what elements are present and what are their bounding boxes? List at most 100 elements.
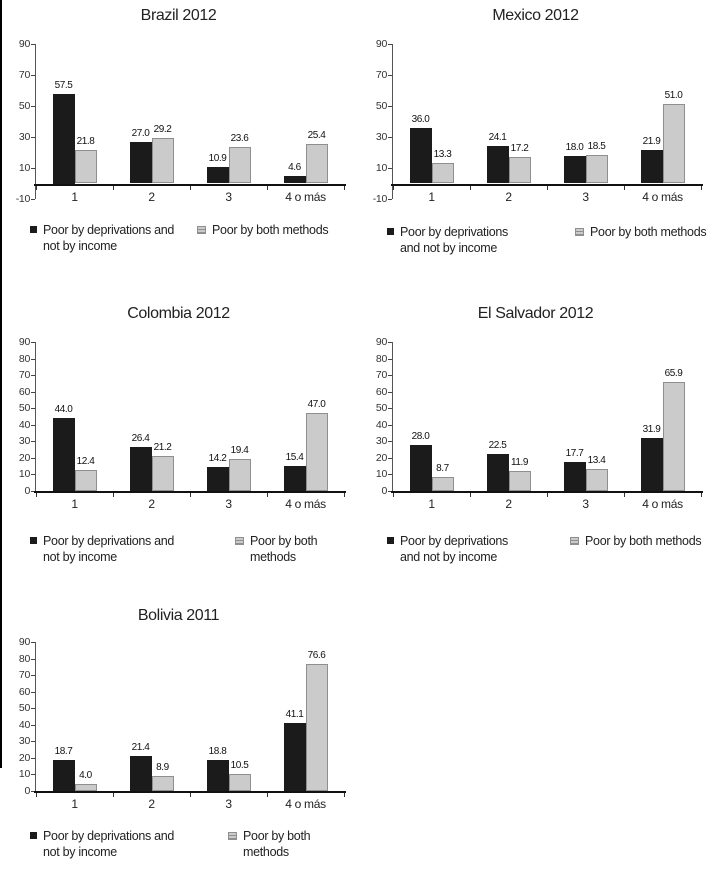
- bar-series1: [206, 467, 229, 491]
- bar-value-label: 21.9: [642, 135, 661, 147]
- bar-series1: [640, 438, 663, 491]
- y-axis-tick: [388, 358, 392, 360]
- x-axis-tick: [36, 493, 37, 497]
- bar-value-label: 17.2: [510, 142, 529, 154]
- y-axis-tick: [388, 342, 392, 343]
- x-axis-tick: [344, 793, 345, 797]
- x-axis-tick: [624, 185, 625, 190]
- x-category-label: 4 o más: [285, 189, 326, 204]
- legend-label-line: Poor by deprivations and: [43, 534, 175, 548]
- legend-label-line: Poor by deprivations: [400, 225, 508, 239]
- legend-marker-series2-icon: [235, 537, 244, 545]
- bar-series1: [283, 176, 306, 184]
- bar-series1: [206, 166, 229, 184]
- x-axis-line: [34, 791, 346, 793]
- y-axis-label: 60: [375, 385, 387, 398]
- x-category-label: 2: [148, 189, 155, 204]
- bar-value-label: 8.9: [156, 762, 169, 774]
- y-axis-tick: [388, 474, 392, 476]
- y-axis-line: [392, 44, 393, 199]
- y-axis-tick: [31, 391, 35, 393]
- bar-series1: [409, 127, 432, 184]
- bar-series1: [283, 465, 306, 491]
- chart-title: Colombia 2012: [127, 305, 230, 322]
- y-axis-tick: [31, 724, 35, 726]
- y-axis-label: 20: [18, 451, 30, 464]
- y-axis-tick: [31, 658, 35, 660]
- y-axis-line: [35, 342, 36, 491]
- y-axis-tick: [31, 168, 35, 169]
- bar-series2: [305, 664, 328, 791]
- y-axis-label: 50: [375, 100, 387, 112]
- y-axis-tick: [31, 137, 35, 138]
- y-axis-tick: [388, 408, 392, 410]
- x-axis-tick: [113, 185, 114, 190]
- x-category-label: 3: [225, 797, 232, 811]
- legend-item-series2: Poor by both methods: [228, 828, 357, 860]
- bar-value-label: 13.4: [587, 454, 606, 466]
- x-axis-tick: [470, 493, 471, 497]
- y-axis-line: [392, 342, 393, 491]
- y-axis-tick: [388, 441, 392, 443]
- y-axis-tick: [31, 106, 35, 107]
- legend-label-line: not by income: [43, 550, 117, 564]
- bar-series2: [585, 154, 608, 184]
- bar-series2: [305, 413, 328, 491]
- bar-value-label: 18.0: [565, 141, 584, 153]
- bar-series1: [409, 444, 432, 491]
- y-axis-label: 40: [18, 418, 30, 431]
- bar-series1: [563, 461, 586, 491]
- y-axis-tick: [31, 491, 35, 492]
- x-category-label: 3: [582, 189, 589, 204]
- bar-value-label: 4.0: [79, 770, 92, 782]
- legend-marker-series1-icon: [387, 537, 394, 544]
- bar-value-label: 10.9: [208, 152, 227, 164]
- y-axis-tick: [388, 75, 392, 76]
- legend-label-series2: Poor by both methods: [212, 223, 329, 237]
- legend-label-line: Poor by deprivations and: [43, 829, 175, 843]
- y-axis-label: 10: [18, 768, 30, 781]
- bar-series2: [508, 156, 531, 184]
- y-axis-tick: [31, 675, 35, 677]
- bar-value-label: 24.1: [488, 132, 507, 144]
- x-axis-tick: [624, 493, 625, 497]
- chart-title: Mexico 2012: [492, 7, 579, 24]
- bar-value-label: 15.4: [285, 451, 304, 463]
- bar-value-label: 12.4: [76, 456, 95, 468]
- bar-value-label: 18.8: [208, 745, 227, 757]
- y-axis-label: 70: [18, 669, 30, 682]
- bar-value-label: 25.4: [307, 130, 326, 142]
- legend-label-series1: Poor by deprivations and not by income: [43, 222, 174, 254]
- y-axis-label: 50: [18, 702, 30, 715]
- y-axis-tick: [31, 708, 35, 710]
- x-axis-line: [391, 183, 703, 186]
- bar-value-label: 13.3: [433, 148, 452, 160]
- bar-series1: [129, 755, 152, 791]
- y-axis-label: 70: [18, 69, 30, 81]
- bar-value-label: 22.5: [488, 439, 507, 451]
- x-category-label: 1: [71, 797, 78, 811]
- y-axis-label: 60: [18, 685, 30, 698]
- x-category-label: 1: [71, 497, 78, 511]
- chart-panel: Mexico 2012 90 70 50 30 10 -10 36.0 13.3 1 24.1 17.…: [357, 0, 714, 290]
- legend-item-series2: Poor by both methods: [197, 222, 329, 238]
- legend-label-line: Poor by deprivations and: [43, 223, 175, 237]
- legend-label-series2: Poor by both methods: [243, 829, 311, 859]
- x-category-label: 3: [582, 497, 589, 511]
- y-axis-line: [35, 44, 36, 199]
- legend-label-series1: Poor by deprivations and not by income: [43, 828, 174, 860]
- bar-series2: [228, 458, 251, 491]
- x-axis-tick: [344, 493, 345, 497]
- bar-series1: [640, 149, 663, 184]
- x-axis-tick: [190, 493, 191, 497]
- y-axis-label: -10: [372, 193, 388, 205]
- legend-label-line: and not by income: [400, 550, 498, 564]
- legend-marker-series1-icon: [387, 228, 394, 235]
- y-axis-label: 10: [375, 162, 387, 174]
- legend-item-series1: Poor by deprivations and not by income: [387, 224, 508, 256]
- y-axis-tick: [31, 791, 35, 792]
- bar-series2: [151, 138, 174, 184]
- bar-series1: [486, 146, 509, 184]
- x-axis-line: [34, 183, 346, 186]
- legend-marker-series2-icon: [228, 832, 237, 840]
